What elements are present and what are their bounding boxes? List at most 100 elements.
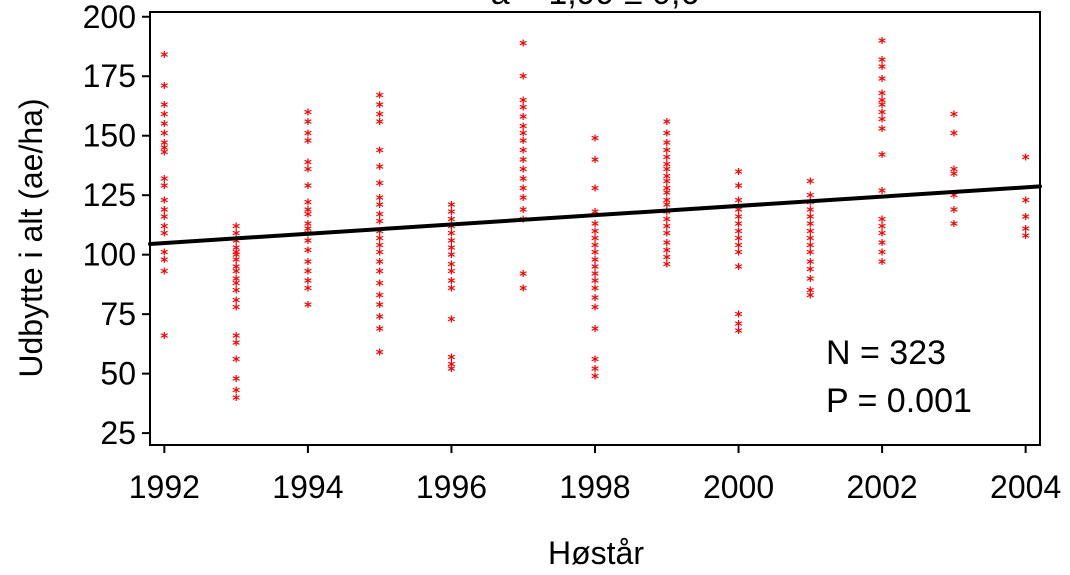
y-tick-label: 25 bbox=[100, 415, 136, 451]
data-point: * bbox=[376, 288, 384, 306]
data-point: * bbox=[304, 281, 312, 299]
data-point: * bbox=[448, 234, 456, 252]
data-point: * bbox=[878, 220, 886, 238]
data-point: * bbox=[878, 105, 886, 123]
data-point: * bbox=[232, 336, 240, 354]
data-point: * bbox=[519, 203, 527, 221]
data-point: * bbox=[376, 255, 384, 273]
data-point: * bbox=[663, 186, 671, 204]
data-point: * bbox=[519, 93, 527, 111]
data-point: * bbox=[304, 265, 312, 283]
data-point: * bbox=[663, 205, 671, 223]
data-point: * bbox=[806, 217, 814, 235]
data-point: * bbox=[878, 72, 886, 90]
data-point: * bbox=[448, 357, 456, 375]
y-axis-title: Udbytte i alt (ae/ha) bbox=[13, 98, 49, 377]
data-point: * bbox=[376, 231, 384, 249]
data-point: * bbox=[878, 148, 886, 166]
data-point: * bbox=[160, 48, 168, 66]
data-point: * bbox=[232, 300, 240, 318]
x-tick-label: 1998 bbox=[559, 469, 630, 505]
data-point: * bbox=[519, 120, 527, 138]
data-point: * bbox=[304, 179, 312, 197]
data-point: * bbox=[663, 236, 671, 254]
data-point: * bbox=[304, 155, 312, 173]
data-point: * bbox=[519, 101, 527, 119]
y-tick-label: 75 bbox=[100, 296, 136, 332]
data-point: * bbox=[735, 324, 743, 342]
x-tick-label: 2000 bbox=[703, 469, 774, 505]
data-point: * bbox=[232, 329, 240, 347]
data-point: * bbox=[448, 198, 456, 216]
data-point: * bbox=[448, 265, 456, 283]
x-tick-label: 2004 bbox=[990, 469, 1061, 505]
data-point: * bbox=[663, 158, 671, 176]
data-point: * bbox=[1022, 222, 1030, 240]
data-point: * bbox=[1022, 229, 1030, 247]
data-point: * bbox=[304, 203, 312, 221]
data-point: * bbox=[878, 255, 886, 273]
data-point: * bbox=[591, 369, 599, 387]
data-point: * bbox=[160, 253, 168, 271]
data-point: * bbox=[878, 184, 886, 202]
data-point: * bbox=[806, 203, 814, 221]
data-point: * bbox=[735, 203, 743, 221]
data-point: * bbox=[591, 231, 599, 249]
data-point: * bbox=[735, 217, 743, 235]
data-point: * bbox=[878, 53, 886, 71]
y-tick-label: 200 bbox=[83, 0, 136, 35]
data-point: * bbox=[663, 250, 671, 268]
data-point: * bbox=[591, 260, 599, 278]
data-point: * bbox=[304, 243, 312, 261]
data-point: * bbox=[376, 89, 384, 107]
data-point: * bbox=[806, 262, 814, 280]
data-point: * bbox=[663, 220, 671, 238]
data-point: * bbox=[519, 70, 527, 88]
data-point: * bbox=[806, 196, 814, 214]
y-tick-label: 175 bbox=[83, 58, 136, 94]
data-point: * bbox=[376, 191, 384, 209]
data-point: * bbox=[663, 174, 671, 192]
data-point: * bbox=[735, 224, 743, 242]
data-point: * bbox=[232, 246, 240, 264]
data-point: * bbox=[304, 196, 312, 214]
data-point: * bbox=[304, 298, 312, 316]
data-point: * bbox=[878, 34, 886, 52]
data-point: * bbox=[735, 165, 743, 183]
x-tick-label: 1992 bbox=[129, 469, 200, 505]
data-point: * bbox=[304, 222, 312, 240]
data-point: * bbox=[448, 281, 456, 299]
data-point: * bbox=[304, 217, 312, 235]
data-point: * bbox=[160, 108, 168, 126]
data-point: * bbox=[591, 300, 599, 318]
data-point: * bbox=[878, 212, 886, 230]
data-point: * bbox=[1022, 210, 1030, 228]
data-point: * bbox=[232, 265, 240, 283]
data-point: * bbox=[735, 260, 743, 278]
data-point: * bbox=[878, 246, 886, 264]
data-point: * bbox=[160, 127, 168, 145]
data-point: * bbox=[735, 308, 743, 326]
data-point: * bbox=[591, 281, 599, 299]
data-point: * bbox=[663, 212, 671, 230]
data-point: * bbox=[663, 170, 671, 188]
data-point: * bbox=[663, 127, 671, 145]
data-point: * bbox=[878, 112, 886, 130]
data-point: * bbox=[806, 284, 814, 302]
data-point: * bbox=[376, 177, 384, 195]
data-point: * bbox=[304, 208, 312, 226]
data-point: * bbox=[232, 384, 240, 402]
data-point: * bbox=[376, 265, 384, 283]
data-point: * bbox=[448, 258, 456, 276]
data-point: * bbox=[376, 239, 384, 257]
data-point: * bbox=[160, 246, 168, 264]
data-point: * bbox=[376, 108, 384, 126]
data-point: * bbox=[663, 193, 671, 211]
data-point: * bbox=[448, 312, 456, 330]
data-point: * bbox=[806, 189, 814, 207]
y-tick-label: 50 bbox=[100, 356, 136, 392]
data-point: * bbox=[663, 162, 671, 180]
chart-title: a = 1,99 ± 0,6 bbox=[491, 0, 700, 12]
data-point: * bbox=[806, 246, 814, 264]
